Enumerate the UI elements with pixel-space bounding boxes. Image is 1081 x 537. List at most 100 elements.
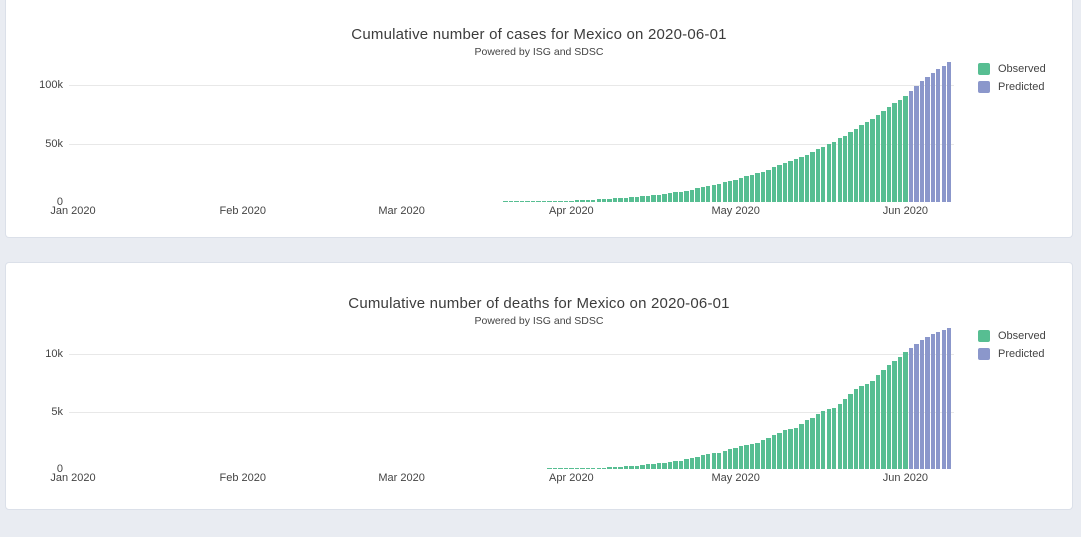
bar-observed[interactable] — [821, 146, 826, 202]
bar-observed[interactable] — [514, 201, 519, 202]
bar-observed[interactable] — [766, 169, 771, 202]
bar-observed[interactable] — [892, 360, 897, 469]
bar-observed[interactable] — [733, 447, 738, 469]
bar-observed[interactable] — [755, 442, 760, 469]
bar-observed[interactable] — [563, 200, 569, 202]
bar-observed[interactable] — [727, 181, 733, 202]
bar-predicted[interactable] — [941, 65, 946, 202]
legend-item-observed[interactable]: Observed — [978, 62, 1046, 76]
bar-observed[interactable] — [519, 201, 525, 202]
bar-observed[interactable] — [602, 467, 607, 469]
bar-predicted[interactable] — [925, 337, 930, 469]
bar-observed[interactable] — [673, 461, 678, 469]
bar-observed[interactable] — [656, 194, 662, 202]
bar-observed[interactable] — [563, 468, 569, 469]
bar-observed[interactable] — [558, 468, 563, 469]
bar-observed[interactable] — [607, 467, 612, 469]
bar-observed[interactable] — [695, 456, 700, 469]
bar-observed[interactable] — [673, 192, 678, 202]
bar-observed[interactable] — [722, 182, 727, 202]
bar-predicted[interactable] — [936, 69, 941, 202]
bar-observed[interactable] — [886, 106, 892, 202]
bar-observed[interactable] — [788, 429, 793, 469]
bar-observed[interactable] — [903, 352, 908, 469]
bar-observed[interactable] — [678, 460, 684, 469]
bar-observed[interactable] — [892, 102, 897, 202]
bar-observed[interactable] — [859, 386, 864, 469]
bar-observed[interactable] — [508, 201, 514, 202]
bar-observed[interactable] — [602, 199, 607, 202]
bar-observed[interactable] — [678, 191, 684, 202]
bar-observed[interactable] — [864, 121, 870, 202]
bar-predicted[interactable] — [919, 80, 925, 202]
bar-observed[interactable] — [760, 440, 766, 469]
bar-observed[interactable] — [903, 95, 908, 202]
bar-observed[interactable] — [623, 466, 629, 469]
bar-predicted[interactable] — [919, 340, 925, 469]
bar-observed[interactable] — [832, 141, 837, 202]
bar-observed[interactable] — [842, 398, 848, 469]
bar-observed[interactable] — [618, 197, 623, 202]
bar-predicted[interactable] — [930, 72, 935, 202]
bar-observed[interactable] — [612, 198, 618, 202]
bar-observed[interactable] — [629, 197, 634, 202]
bar-observed[interactable] — [651, 195, 656, 202]
bar-observed[interactable] — [623, 197, 629, 202]
bar-observed[interactable] — [810, 152, 815, 202]
bar-observed[interactable] — [881, 370, 886, 469]
bar-observed[interactable] — [793, 427, 799, 469]
bar-observed[interactable] — [695, 188, 700, 202]
bar-observed[interactable] — [881, 110, 886, 202]
bar-observed[interactable] — [799, 423, 804, 469]
bar-observed[interactable] — [651, 463, 656, 469]
bar-observed[interactable] — [569, 200, 574, 202]
bar-predicted[interactable] — [947, 62, 952, 202]
bar-observed[interactable] — [821, 410, 826, 469]
bar-observed[interactable] — [738, 446, 744, 469]
legend-item-observed[interactable]: Observed — [978, 329, 1046, 343]
bar-observed[interactable] — [722, 450, 727, 469]
bar-observed[interactable] — [580, 468, 585, 469]
bar-observed[interactable] — [771, 167, 777, 202]
bar-observed[interactable] — [700, 186, 705, 202]
legend-item-predicted[interactable]: Predicted — [978, 347, 1044, 361]
bar-observed[interactable] — [596, 467, 601, 469]
bar-observed[interactable] — [547, 201, 552, 202]
bar-predicted[interactable] — [947, 327, 952, 469]
bar-observed[interactable] — [837, 138, 842, 202]
bar-observed[interactable] — [804, 154, 810, 202]
bar-observed[interactable] — [897, 99, 903, 202]
bar-observed[interactable] — [574, 200, 580, 202]
bar-observed[interactable] — [525, 201, 530, 202]
bar-observed[interactable] — [886, 364, 892, 469]
bar-observed[interactable] — [782, 430, 788, 469]
bar-observed[interactable] — [738, 177, 744, 202]
bar-observed[interactable] — [689, 457, 695, 469]
bar-observed[interactable] — [870, 118, 875, 202]
bar-observed[interactable] — [875, 114, 881, 202]
bar-observed[interactable] — [771, 434, 777, 469]
bar-observed[interactable] — [585, 468, 590, 469]
bar-observed[interactable] — [640, 196, 645, 202]
bar-observed[interactable] — [826, 144, 831, 202]
bar-observed[interactable] — [711, 184, 716, 202]
bar-observed[interactable] — [645, 195, 651, 202]
bar-predicted[interactable] — [914, 343, 919, 469]
bar-observed[interactable] — [859, 124, 864, 202]
bar-predicted[interactable] — [925, 76, 930, 202]
bar-observed[interactable] — [832, 407, 837, 469]
bar-observed[interactable] — [634, 465, 640, 469]
bar-observed[interactable] — [541, 201, 547, 202]
bar-observed[interactable] — [727, 449, 733, 469]
bar-observed[interactable] — [749, 174, 755, 202]
bar-observed[interactable] — [530, 201, 536, 202]
bar-observed[interactable] — [897, 356, 903, 469]
bar-observed[interactable] — [607, 198, 612, 202]
bar-observed[interactable] — [760, 171, 766, 202]
bar-predicted[interactable] — [941, 329, 946, 469]
bar-observed[interactable] — [645, 464, 651, 469]
bar-observed[interactable] — [744, 445, 749, 469]
bar-observed[interactable] — [706, 453, 711, 469]
bar-observed[interactable] — [634, 196, 640, 202]
bar-observed[interactable] — [585, 200, 590, 202]
